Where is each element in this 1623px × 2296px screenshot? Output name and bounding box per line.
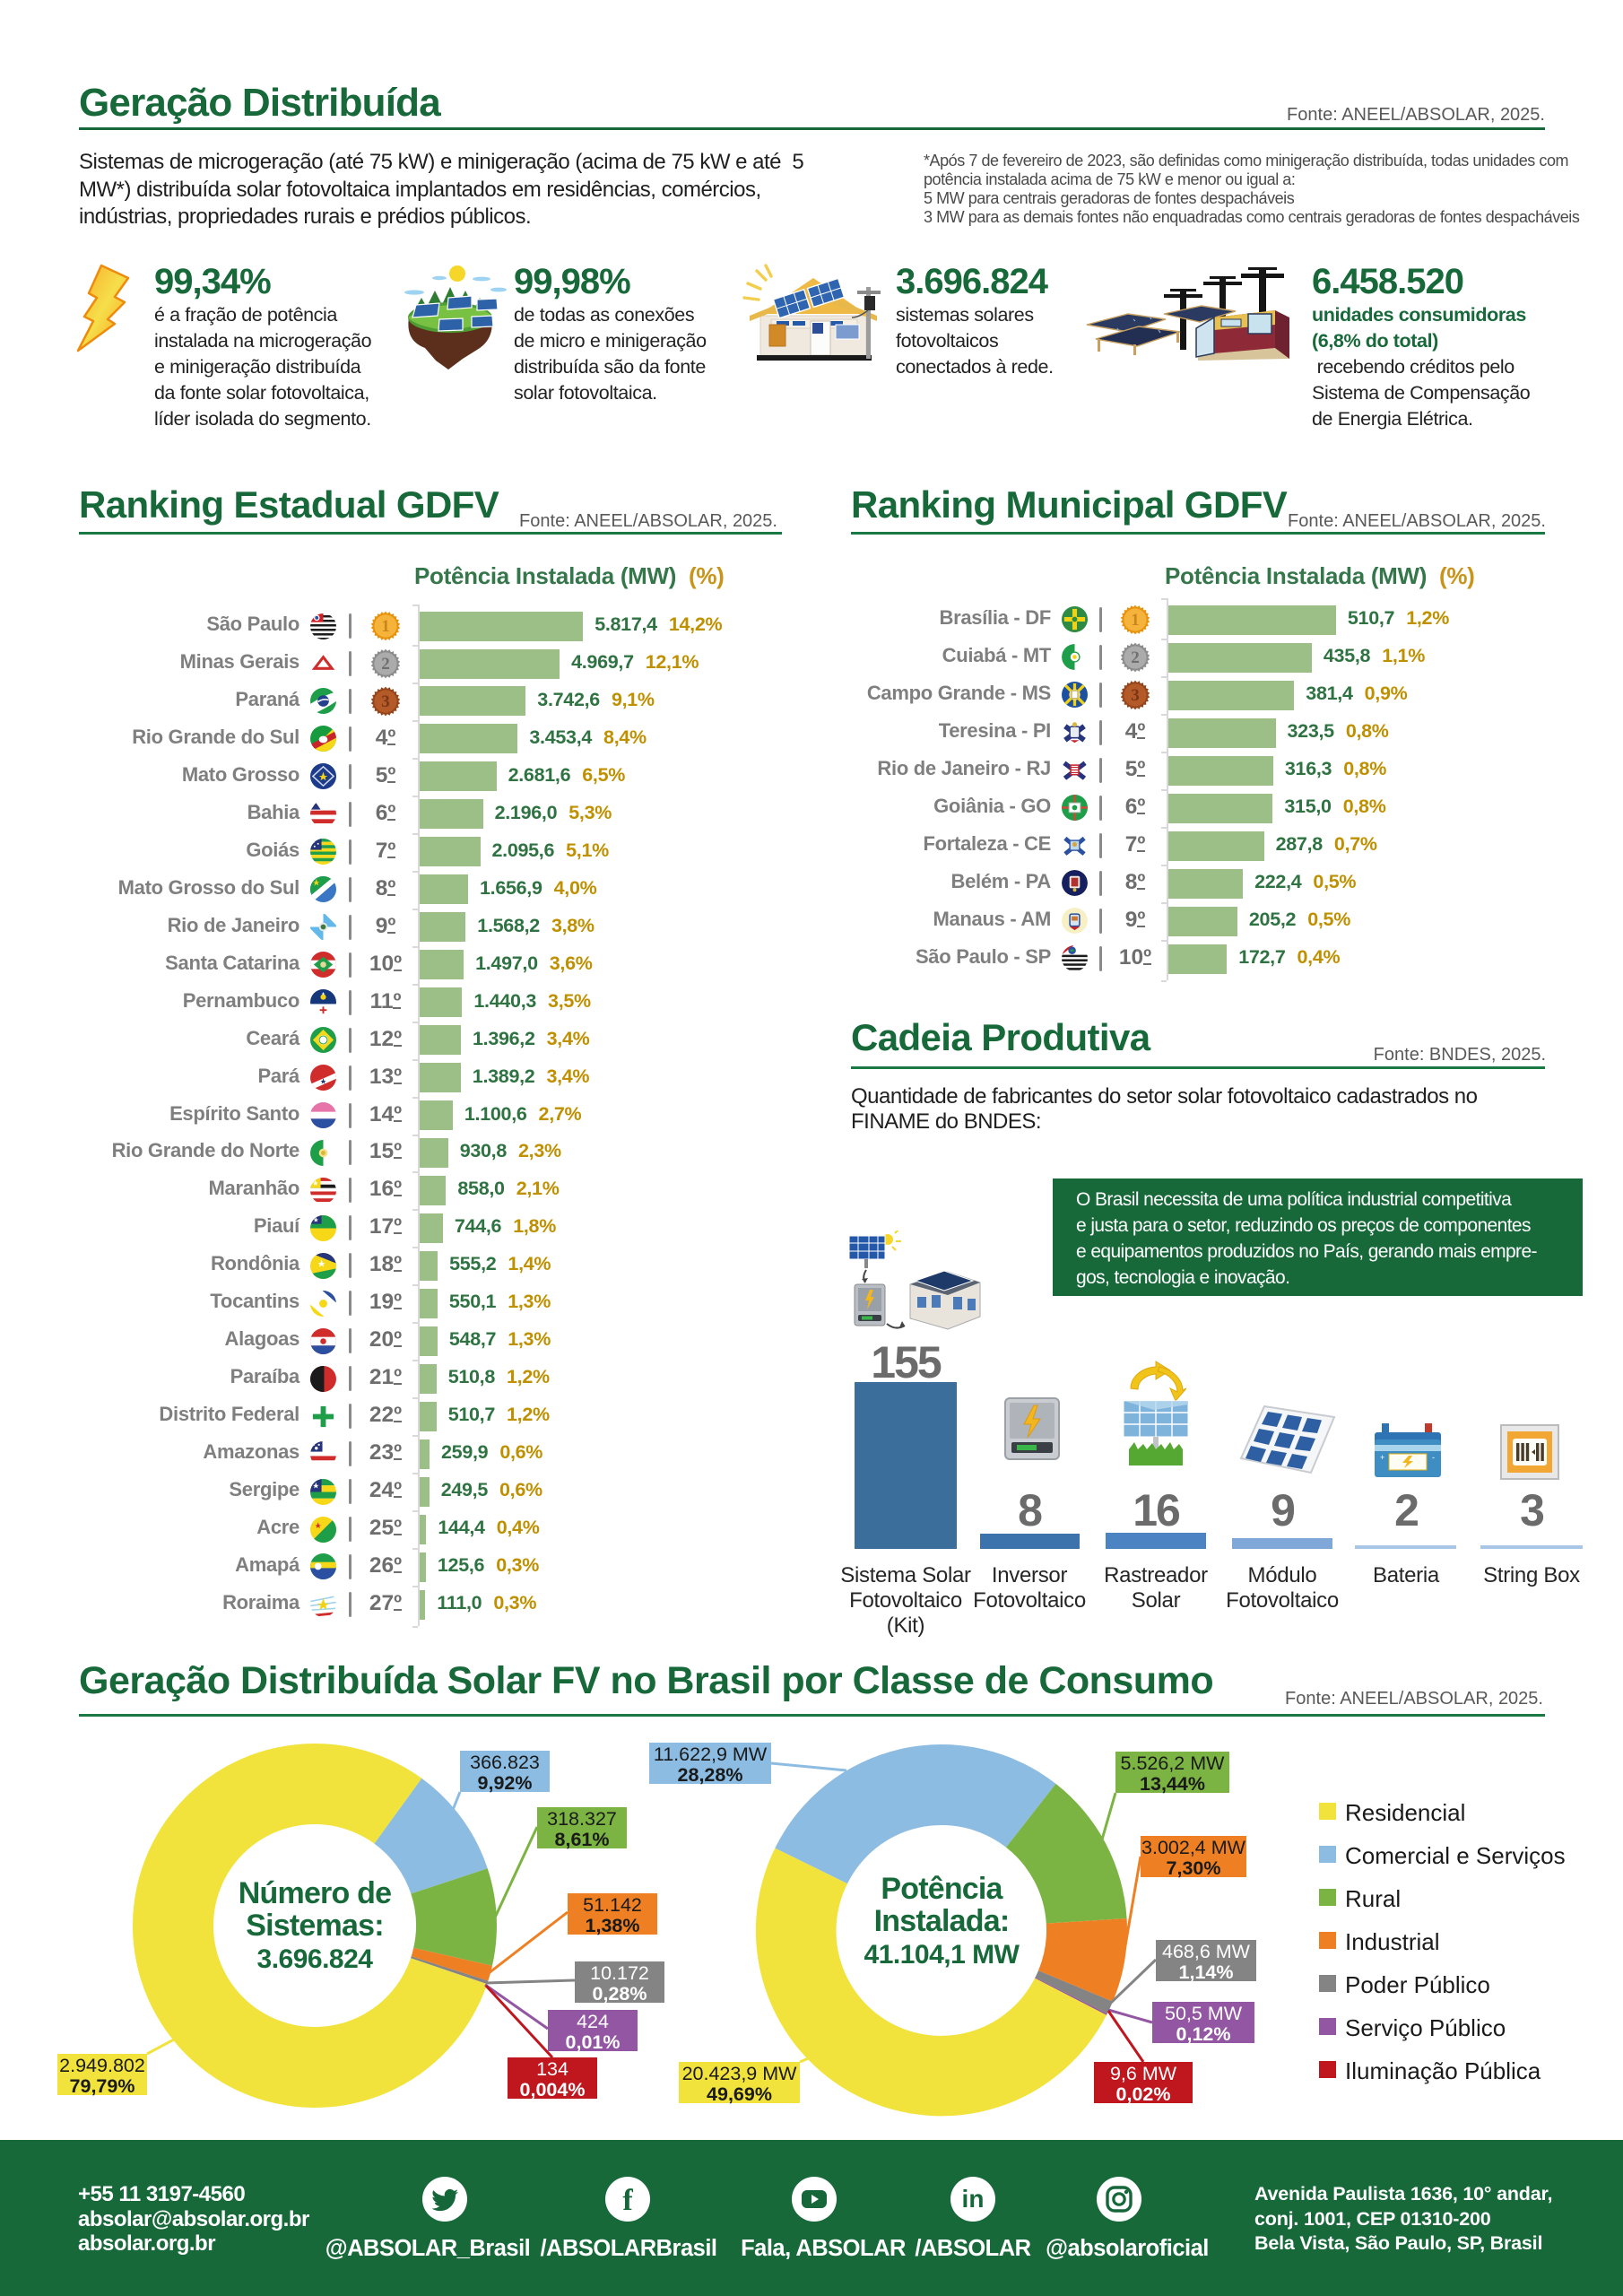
svg-text:+: + [1380, 1453, 1384, 1462]
svg-text:2: 2 [1131, 648, 1140, 667]
svg-text:f: f [622, 2184, 633, 2217]
svg-text:1: 1 [381, 617, 390, 636]
svg-text:-: - [1432, 1453, 1435, 1462]
svg-text:in: in [962, 2185, 985, 2213]
svg-text:3: 3 [381, 692, 390, 711]
svg-text:3: 3 [1131, 686, 1140, 705]
svg-text:1: 1 [1131, 611, 1140, 630]
svg-text:2: 2 [381, 655, 390, 674]
